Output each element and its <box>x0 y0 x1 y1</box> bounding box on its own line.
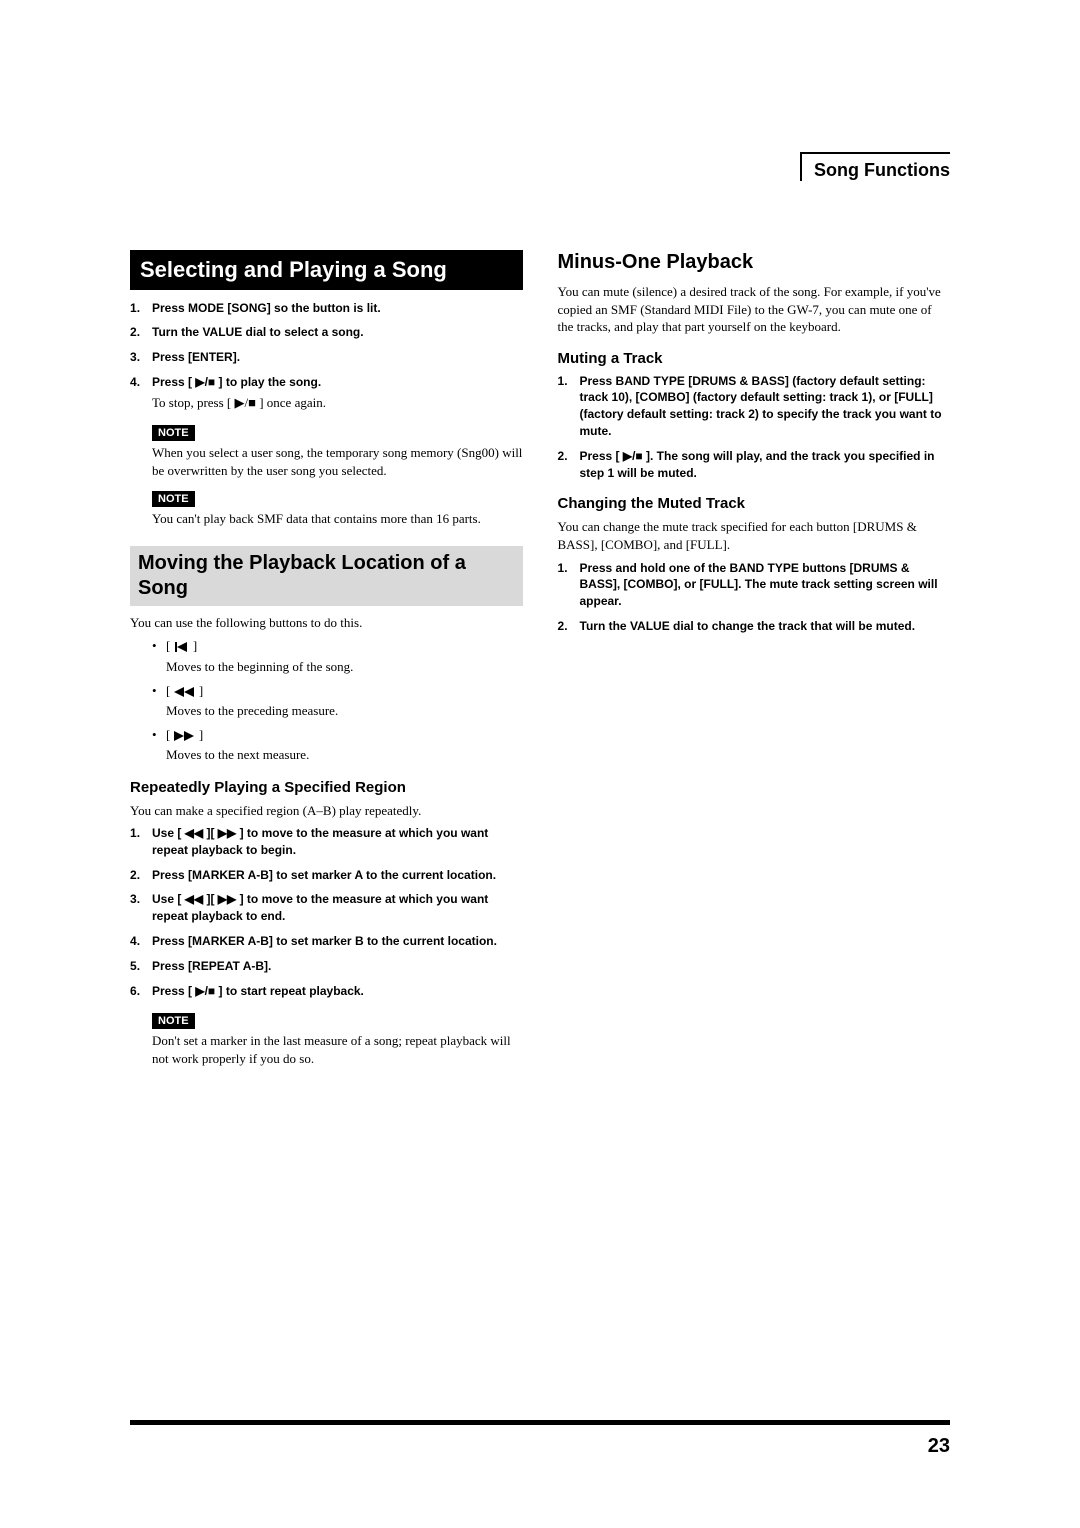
two-column-layout: Selecting and Playing a Song Press MODE … <box>130 250 950 1074</box>
bullet-text: Moves to the preceding measure. <box>166 703 338 718</box>
step-item: Press [ ▶/■ ]. The song will play, and t… <box>558 448 951 482</box>
list-item: [ ] Moves to the next measure. <box>152 726 523 764</box>
note-badge: NOTE <box>152 425 195 441</box>
step-text: Press [ ▶/■ ] to play the song. <box>152 375 321 389</box>
heading-muting-track: Muting a Track <box>558 350 951 367</box>
heading-minus-one: Minus-One Playback <box>558 250 951 275</box>
move-buttons-list: [ ] Moves to the beginning of the song. … <box>152 637 523 764</box>
heading-moving-playback: Moving the Playback Location of a Song <box>130 546 523 606</box>
step-item: Press [ ▶/■ ] to start repeat playback. <box>130 983 523 1000</box>
bullet-text: Moves to the next measure. <box>166 747 309 762</box>
minus-one-text: You can mute (silence) a desired track o… <box>558 283 951 336</box>
step-text: Press [MARKER A-B] to set marker B to th… <box>152 934 497 948</box>
step-text: Press [ENTER]. <box>152 350 240 364</box>
step-text: Use [ ◀◀ ][ ▶▶ ] to move to the measure … <box>152 826 488 857</box>
step-item: Press and hold one of the BAND TYPE butt… <box>558 560 951 610</box>
forward-icon <box>174 728 196 746</box>
heading-changing-muted: Changing the Muted Track <box>558 495 951 512</box>
footer-divider <box>130 1420 950 1425</box>
footer: 23 <box>130 1420 950 1458</box>
step-item: Press [ ▶/■ ] to play the song. To stop,… <box>130 374 523 411</box>
step-item: Press [ENTER]. <box>130 349 523 366</box>
move-intro: You can use the following buttons to do … <box>130 614 523 632</box>
step-item: Press [MARKER A-B] to set marker B to th… <box>130 933 523 950</box>
note-text: When you select a user song, the tempora… <box>152 444 523 479</box>
step-text: Press and hold one of the BAND TYPE butt… <box>580 561 938 609</box>
step-item: Turn the VALUE dial to select a song. <box>130 324 523 341</box>
note-text: You can't play back SMF data that contai… <box>152 510 523 528</box>
step-item: Use [ ◀◀ ][ ▶▶ ] to move to the measure … <box>130 825 523 859</box>
rewind-icon <box>174 684 196 702</box>
step-item: Press MODE [SONG] so the button is lit. <box>130 300 523 317</box>
step-text: Press [ ▶/■ ] to start repeat playback. <box>152 984 364 998</box>
muting-steps: Press BAND TYPE [DRUMS & BASS] (factory … <box>558 373 951 482</box>
changing-steps: Press and hold one of the BAND TYPE butt… <box>558 560 951 635</box>
section-title: Song Functions <box>800 152 950 181</box>
step-text: Use [ ◀◀ ][ ▶▶ ] to move to the measure … <box>152 892 488 923</box>
step-text: Press [MARKER A-B] to set marker A to th… <box>152 868 496 882</box>
step-item: Turn the VALUE dial to change the track … <box>558 618 951 635</box>
heading-repeat-region: Repeatedly Playing a Specified Region <box>130 779 523 796</box>
step-subtext: To stop, press [ ▶/■ ] once again. <box>152 394 523 412</box>
changing-text: You can change the mute track specified … <box>558 518 951 553</box>
step-item: Press [REPEAT A-B]. <box>130 958 523 975</box>
step-text: Press MODE [SONG] so the button is lit. <box>152 301 381 315</box>
header-bar: Song Functions <box>130 160 950 190</box>
note-text: Don't set a marker in the last measure o… <box>152 1032 523 1067</box>
skip-start-icon <box>174 639 190 657</box>
note-badge: NOTE <box>152 491 195 507</box>
repeat-steps: Use [ ◀◀ ][ ▶▶ ] to move to the measure … <box>130 825 523 999</box>
step-item: Press [MARKER A-B] to set marker A to th… <box>130 867 523 884</box>
repeat-intro: You can make a specified region (A–B) pl… <box>130 802 523 820</box>
step-text: Turn the VALUE dial to select a song. <box>152 325 364 339</box>
step-text: Press [REPEAT A-B]. <box>152 959 271 973</box>
left-column: Selecting and Playing a Song Press MODE … <box>130 250 523 1074</box>
step-item: Press BAND TYPE [DRUMS & BASS] (factory … <box>558 373 951 440</box>
list-item: [ ] Moves to the beginning of the song. <box>152 637 523 675</box>
page-number: 23 <box>130 1435 950 1458</box>
heading-selecting-playing: Selecting and Playing a Song <box>130 250 523 290</box>
step-text: Turn the VALUE dial to change the track … <box>580 619 916 633</box>
step-text: Press BAND TYPE [DRUMS & BASS] (factory … <box>580 374 942 438</box>
bullet-text: Moves to the beginning of the song. <box>166 659 353 674</box>
note-badge: NOTE <box>152 1013 195 1029</box>
step-item: Use [ ◀◀ ][ ▶▶ ] to move to the measure … <box>130 891 523 925</box>
selecting-steps: Press MODE [SONG] so the button is lit. … <box>130 300 523 412</box>
step-text: Press [ ▶/■ ]. The song will play, and t… <box>580 449 935 480</box>
right-column: Minus-One Playback You can mute (silence… <box>558 250 951 1074</box>
list-item: [ ] Moves to the preceding measure. <box>152 682 523 720</box>
